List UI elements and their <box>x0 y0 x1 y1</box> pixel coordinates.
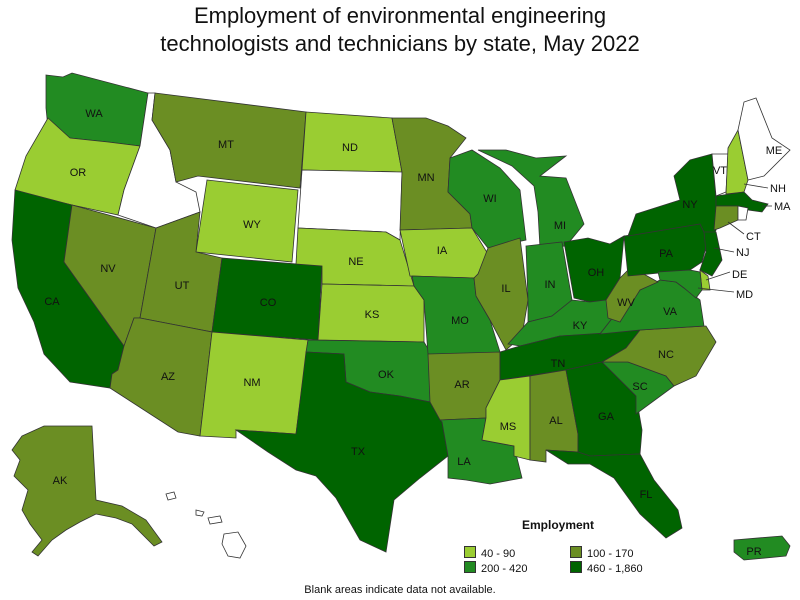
label-il: IL <box>501 283 510 295</box>
map-title: Employment of environmental engineering … <box>0 2 800 58</box>
label-ga: GA <box>598 411 615 423</box>
state-hi[interactable] <box>165 491 247 559</box>
label-wv: WV <box>617 297 635 309</box>
label-ak: AK <box>53 475 68 487</box>
label-ar: AR <box>454 379 469 391</box>
label-pr: PR <box>746 546 761 558</box>
legend-label-4: 460 - 1,860 <box>587 563 643 575</box>
label-nm: NM <box>243 377 260 389</box>
legend: Employment 40 - 90 100 - 170 200 - 420 4… <box>464 518 684 578</box>
legend-item-4: 460 - 1,860 <box>570 561 643 575</box>
legend-item-1: 40 - 90 <box>464 546 515 560</box>
label-oh: OH <box>588 267 605 279</box>
label-ca: CA <box>44 296 60 308</box>
leader-de <box>705 271 731 281</box>
legend-item-3: 200 - 420 <box>464 561 527 575</box>
label-in: IN <box>545 279 556 291</box>
leader-ct <box>727 221 745 235</box>
legend-swatch-3 <box>464 561 476 573</box>
state-ak[interactable] <box>11 425 163 557</box>
legend-swatch-1 <box>464 546 476 558</box>
map-title-line2: technologists and technicians by state, … <box>160 31 640 56</box>
label-tx: TX <box>351 446 366 458</box>
label-mi: MI <box>554 220 566 232</box>
footnote: Blank areas indicate data not available. <box>304 584 496 596</box>
label-nh: NH <box>770 183 786 195</box>
legend-swatch-4 <box>570 561 582 573</box>
label-fl: FL <box>640 489 653 501</box>
state-md[interactable] <box>657 269 703 299</box>
state-ks[interactable] <box>317 283 425 343</box>
state-nh[interactable] <box>725 128 749 195</box>
label-ky: KY <box>573 320 588 332</box>
leader-nj <box>713 247 735 253</box>
label-mn: MN <box>417 172 434 184</box>
legend-label-1: 40 - 90 <box>481 548 516 560</box>
state-wv[interactable] <box>605 269 659 323</box>
label-md: MD <box>736 289 753 301</box>
leader-md <box>697 287 735 293</box>
legend-label-2: 100 - 170 <box>587 548 634 560</box>
label-ct: CT <box>746 231 761 243</box>
state-ri[interactable] <box>737 205 749 221</box>
label-wa: WA <box>85 108 103 120</box>
state-fl[interactable] <box>545 449 683 539</box>
label-ok: OK <box>378 369 395 381</box>
label-mo: MO <box>451 315 469 327</box>
label-nv: NV <box>100 263 116 275</box>
legend-swatch-2 <box>570 546 582 558</box>
state-nj[interactable] <box>699 231 723 277</box>
state-ct[interactable] <box>713 205 739 231</box>
label-or: OR <box>70 167 87 179</box>
label-vt: VT <box>713 165 727 177</box>
label-va: VA <box>663 306 678 318</box>
label-me: ME <box>766 145 783 157</box>
state-me[interactable] <box>737 97 791 181</box>
label-ms: MS <box>500 421 517 433</box>
label-wy: WY <box>243 219 261 231</box>
label-ut: UT <box>175 280 190 292</box>
legend-label-3: 200 - 420 <box>481 563 528 575</box>
state-mi[interactable] <box>477 149 585 249</box>
state-pr[interactable] <box>733 535 791 561</box>
label-wi: WI <box>483 193 496 205</box>
leader-nh <box>743 183 769 189</box>
label-sc: SC <box>632 381 647 393</box>
legend-item-2: 100 - 170 <box>570 546 633 560</box>
label-ma: MA <box>774 201 791 213</box>
label-nd: ND <box>342 142 358 154</box>
label-pa: PA <box>659 248 674 260</box>
label-ia: IA <box>437 245 448 257</box>
state-wy[interactable] <box>195 179 299 263</box>
label-mt: MT <box>218 139 234 151</box>
label-ne: NE <box>348 256 363 268</box>
label-nc: NC <box>658 349 674 361</box>
label-az: AZ <box>161 371 175 383</box>
label-co: CO <box>260 297 277 309</box>
label-ny: NY <box>682 199 698 211</box>
legend-title: Employment <box>522 518 595 532</box>
state-nc[interactable] <box>600 325 717 387</box>
state-il[interactable] <box>473 237 529 351</box>
label-nj: NJ <box>736 247 749 259</box>
label-al: AL <box>549 415 562 427</box>
map-title-line1: Employment of environmental engineering <box>193 3 607 28</box>
label-la: LA <box>457 456 471 468</box>
label-de: DE <box>732 269 747 281</box>
state-tx[interactable] <box>234 351 449 553</box>
label-tn: TN <box>551 358 566 370</box>
label-ks: KS <box>365 309 380 321</box>
